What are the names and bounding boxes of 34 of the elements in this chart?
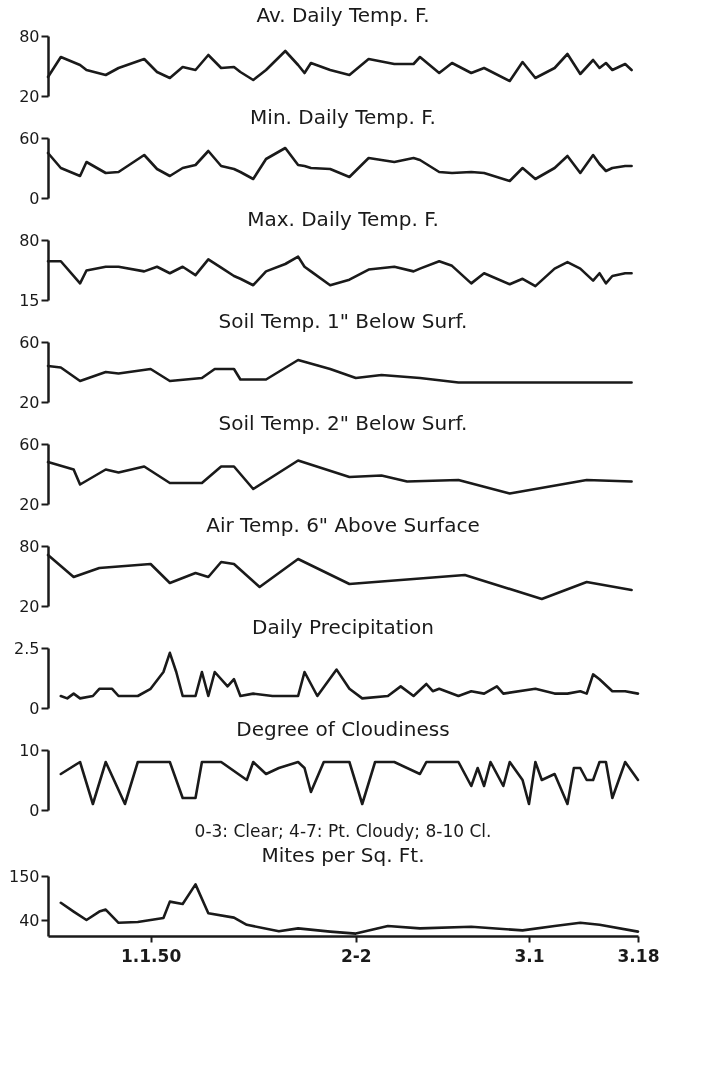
x-tick-label: 3.1 <box>514 945 545 966</box>
x-tick-label: 1.1.50 <box>120 945 182 966</box>
y-tick-label: 20 <box>19 596 40 616</box>
line-series <box>59 651 640 700</box>
x-tick-label: 3.18 <box>617 945 660 966</box>
y-tick-label: 20 <box>19 392 40 412</box>
y-tick-label: 10 <box>19 740 40 760</box>
chart-title: Max. Daily Temp. F. <box>247 207 439 231</box>
y-tick-label: 40 <box>19 910 40 930</box>
chart-title: Mites per Sq. Ft. <box>261 843 425 867</box>
y-tick-label: 15 <box>19 290 40 310</box>
y-tick-label: 20 <box>19 494 40 514</box>
text: 0-3: Clear; 4-7: Pt. Cloudy; 8-10 Cl. <box>194 821 492 841</box>
x-tick-label: 2-2 <box>340 945 372 966</box>
chart-title: Daily Precipitation <box>252 615 434 639</box>
line-series <box>59 760 640 806</box>
chart-title: Air Temp. 6" Above Surface <box>206 513 480 537</box>
y-tick-label: 0 <box>29 800 40 820</box>
chart-title: Soil Temp. 1" Below Surf. <box>218 309 468 333</box>
y-tick-label: 80 <box>19 536 40 556</box>
chart-title: Soil Temp. 2" Below Surf. <box>218 411 468 435</box>
y-tick-label: 2.5 <box>14 638 40 658</box>
y-tick-label: 80 <box>19 26 40 46</box>
y-tick-label: 150 <box>8 866 40 886</box>
chart-title: Degree of Cloudiness <box>236 717 450 741</box>
y-tick-label: 0 <box>29 188 40 208</box>
y-tick-label: 60 <box>19 332 40 352</box>
chart-title: Min. Daily Temp. F. <box>250 105 436 129</box>
y-tick-label: 20 <box>19 86 40 106</box>
y-tick-label: 80 <box>19 230 40 250</box>
chart-title: Av. Daily Temp. F. <box>256 3 430 27</box>
y-tick-label: 60 <box>19 434 40 454</box>
y-tick-label: 60 <box>19 128 40 148</box>
y-tick-label: 0 <box>29 698 40 718</box>
